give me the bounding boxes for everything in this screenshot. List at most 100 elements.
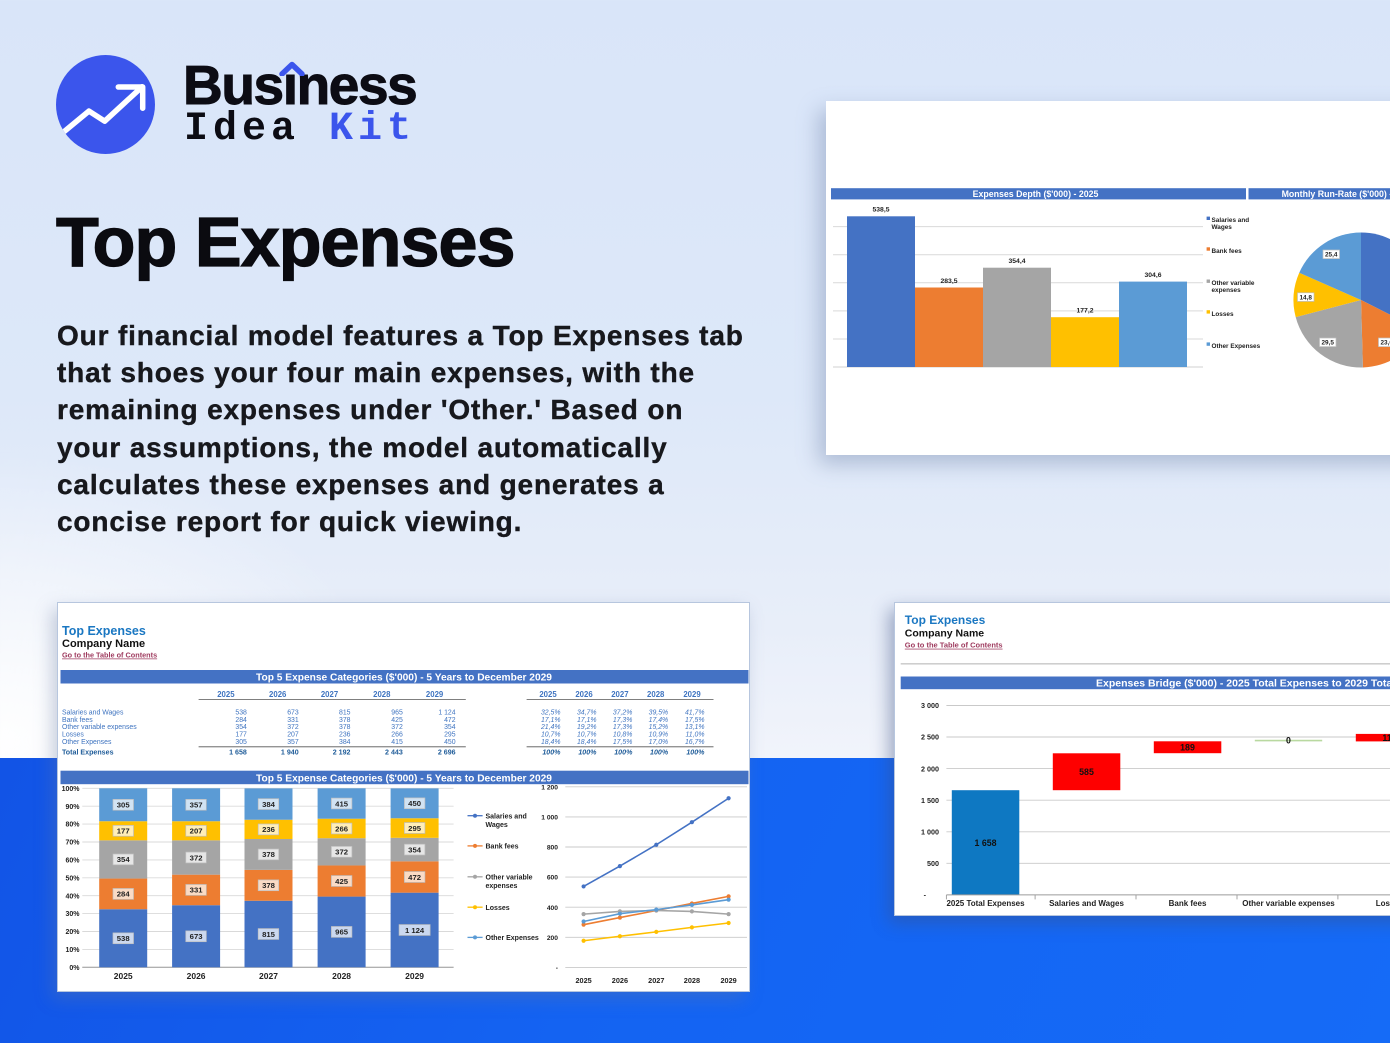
svg-text:2028: 2028 xyxy=(684,976,700,985)
svg-text:207: 207 xyxy=(190,827,203,836)
svg-text:Other Expenses: Other Expenses xyxy=(486,935,539,942)
svg-text:372: 372 xyxy=(335,848,348,857)
svg-text:2027: 2027 xyxy=(611,690,628,699)
svg-text:Other Expenses: Other Expenses xyxy=(62,739,112,746)
svg-text:1 200: 1 200 xyxy=(541,784,558,791)
svg-text:965: 965 xyxy=(391,709,403,716)
svg-text:39,5%: 39,5% xyxy=(649,709,669,716)
svg-text:Expenses Bridge ($'000) - 2025: Expenses Bridge ($'000) - 2025 Total Exp… xyxy=(1096,677,1390,689)
svg-text:2 000: 2 000 xyxy=(921,764,939,773)
svg-text:378: 378 xyxy=(262,850,276,859)
svg-text:538,5: 538,5 xyxy=(872,207,889,214)
svg-text:Go to the Table of Contents: Go to the Table of Contents xyxy=(62,651,157,660)
svg-text:18,4%: 18,4% xyxy=(577,739,597,746)
svg-text:372: 372 xyxy=(190,853,203,862)
svg-text:Top 5 Expense Categories ($'00: Top 5 Expense Categories ($'000) - 5 Yea… xyxy=(256,773,552,784)
svg-text:Monthly Run-Rate ($'000) - 202: Monthly Run-Rate ($'000) - 2025 xyxy=(1282,189,1390,199)
svg-text:177: 177 xyxy=(235,732,247,739)
svg-text:Bank fees: Bank fees xyxy=(1212,248,1243,255)
svg-text:354,4: 354,4 xyxy=(1008,258,1025,265)
svg-text:Go to the Table of Contents: Go to the Table of Contents xyxy=(905,641,1003,650)
svg-text:29,5: 29,5 xyxy=(1321,340,1334,347)
svg-text:800: 800 xyxy=(547,845,558,852)
svg-text:40%: 40% xyxy=(65,893,80,900)
svg-text:266: 266 xyxy=(391,732,403,739)
svg-text:177,2: 177,2 xyxy=(1076,308,1093,315)
svg-text:Salaries and: Salaries and xyxy=(1212,217,1250,224)
svg-text:17,1%: 17,1% xyxy=(577,717,597,724)
svg-text:17,5%: 17,5% xyxy=(613,739,633,746)
svg-text:2025: 2025 xyxy=(539,690,557,699)
svg-text:2029: 2029 xyxy=(426,690,444,699)
svg-text:-: - xyxy=(924,891,927,900)
svg-text:372: 372 xyxy=(391,724,403,731)
svg-text:384: 384 xyxy=(262,800,276,809)
svg-text:Top Expenses: Top Expenses xyxy=(905,613,986,627)
svg-text:Other variable expenses: Other variable expenses xyxy=(1242,899,1335,908)
svg-text:118: 118 xyxy=(1382,733,1390,743)
svg-text:284: 284 xyxy=(235,717,247,724)
svg-text:Salaries and Wages: Salaries and Wages xyxy=(62,709,124,716)
svg-text:1 000: 1 000 xyxy=(541,815,558,822)
svg-text:41,7%: 41,7% xyxy=(685,709,705,716)
svg-text:472: 472 xyxy=(408,873,421,882)
svg-text:538: 538 xyxy=(235,709,247,716)
svg-text:Losses: Losses xyxy=(486,905,510,912)
svg-text:100%: 100% xyxy=(62,786,81,793)
svg-text:305: 305 xyxy=(235,739,247,746)
svg-text:16,7%: 16,7% xyxy=(685,739,705,746)
svg-text:0: 0 xyxy=(1286,736,1291,746)
svg-text:Salaries and: Salaries and xyxy=(486,813,527,820)
svg-text:384: 384 xyxy=(339,739,351,746)
svg-text:2025 Total Expenses: 2025 Total Expenses xyxy=(946,899,1025,908)
svg-text:17,0%: 17,0% xyxy=(649,739,669,746)
svg-text:21,4%: 21,4% xyxy=(540,724,561,731)
svg-text:372: 372 xyxy=(287,724,299,731)
svg-text:1 658: 1 658 xyxy=(974,838,996,848)
svg-text:10,9%: 10,9% xyxy=(649,732,669,739)
svg-text:expenses: expenses xyxy=(1212,287,1242,294)
svg-text:266: 266 xyxy=(335,824,348,833)
svg-text:Company Name: Company Name xyxy=(62,638,145,650)
svg-text:-: - xyxy=(556,965,558,972)
svg-text:Bank fees: Bank fees xyxy=(62,717,93,724)
svg-text:2029: 2029 xyxy=(683,690,701,699)
svg-text:Company Name: Company Name xyxy=(905,628,985,640)
svg-text:Losses: Losses xyxy=(1376,899,1390,908)
svg-text:200: 200 xyxy=(547,935,558,942)
svg-text:15,2%: 15,2% xyxy=(649,724,669,731)
svg-text:13,1%: 13,1% xyxy=(685,724,705,731)
svg-text:2025: 2025 xyxy=(114,971,133,981)
svg-text:2026: 2026 xyxy=(187,971,206,981)
svg-text:354: 354 xyxy=(235,724,247,731)
svg-text:295: 295 xyxy=(444,732,456,739)
svg-text:Losses: Losses xyxy=(1212,311,1234,318)
svg-text:1 658: 1 658 xyxy=(229,749,247,757)
svg-text:585: 585 xyxy=(1079,767,1094,777)
svg-text:25,4: 25,4 xyxy=(1325,252,1338,259)
svg-text:1 124: 1 124 xyxy=(405,926,425,935)
svg-text:304,6: 304,6 xyxy=(1144,272,1161,279)
svg-text:80%: 80% xyxy=(65,822,80,829)
svg-text:207: 207 xyxy=(287,732,299,739)
svg-text:2 500: 2 500 xyxy=(921,733,939,742)
svg-text:284: 284 xyxy=(117,890,131,899)
svg-text:2 443: 2 443 xyxy=(385,749,403,757)
svg-text:2028: 2028 xyxy=(332,971,351,981)
svg-text:17,3%: 17,3% xyxy=(613,724,633,731)
svg-text:100%: 100% xyxy=(614,749,633,757)
svg-text:1 500: 1 500 xyxy=(921,796,939,805)
svg-text:357: 357 xyxy=(287,739,299,746)
svg-text:100%: 100% xyxy=(686,749,705,757)
svg-text:331: 331 xyxy=(190,886,204,895)
svg-text:2 192: 2 192 xyxy=(333,749,351,757)
svg-text:2026: 2026 xyxy=(269,690,287,699)
svg-text:425: 425 xyxy=(335,877,349,886)
svg-text:815: 815 xyxy=(262,930,276,939)
svg-text:673: 673 xyxy=(287,709,299,716)
svg-text:Bank fees: Bank fees xyxy=(486,844,519,851)
svg-text:17,1%: 17,1% xyxy=(541,717,561,724)
svg-text:Top 5 Expense Categories ($'00: Top 5 Expense Categories ($'000) - 5 Yea… xyxy=(256,673,552,684)
svg-text:17,3%: 17,3% xyxy=(613,717,633,724)
svg-text:Other variable: Other variable xyxy=(1212,280,1255,287)
